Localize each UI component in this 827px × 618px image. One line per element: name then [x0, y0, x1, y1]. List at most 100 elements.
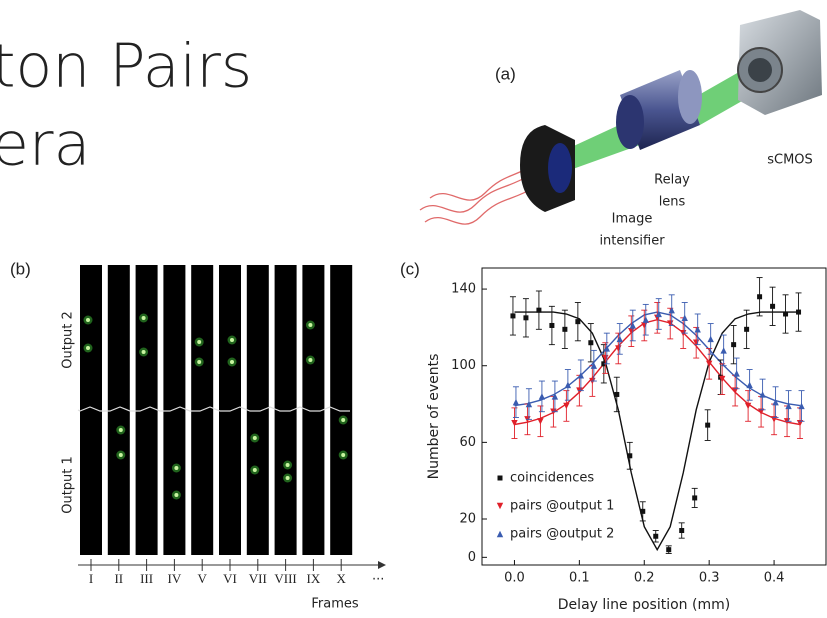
photon-spot [308, 323, 312, 327]
photon-spot [230, 338, 234, 342]
photon-spot [119, 453, 123, 457]
output-label: Output 1 [61, 456, 76, 514]
photon-spot [308, 358, 312, 362]
fit-curve [515, 312, 801, 550]
marker [796, 310, 801, 315]
marker [523, 315, 528, 320]
frame-strip [330, 265, 352, 555]
chart: 0 20 60 100 140 0.0 0.1 0.2 0.3 0.4 Delay line pos… [426, 268, 826, 613]
photon-spot [174, 466, 178, 470]
panel-label: (c) [400, 259, 420, 278]
photon-spot [142, 316, 146, 320]
frame-strip [163, 265, 185, 555]
frame-axis-arrow [378, 561, 386, 569]
photon-spot [253, 436, 257, 440]
y-tick-label: 0 [468, 550, 476, 565]
frame-label: II [114, 571, 123, 586]
legend-label: coincidences [510, 471, 594, 486]
marker [562, 327, 567, 332]
photon-spot [86, 346, 90, 350]
marker [539, 393, 545, 399]
component-label: Image [612, 212, 653, 227]
frame-label: III [140, 571, 153, 586]
title-line: ton Pairs [0, 32, 252, 102]
y-tick-label: 140 [451, 282, 476, 297]
marker [513, 399, 519, 405]
component-label: sCMOS [767, 153, 813, 168]
marker [510, 313, 515, 318]
fit-curve [515, 320, 801, 425]
marker [744, 327, 749, 332]
y-tick-label: 100 [451, 358, 476, 373]
marker [588, 340, 593, 345]
photon-spot [286, 476, 290, 480]
marker [692, 495, 697, 500]
marker [630, 322, 636, 328]
output-label: Output 2 [61, 311, 76, 369]
marker [666, 547, 671, 552]
x-axis-label: Delay line position (mm) [558, 597, 730, 613]
x-tick-label: 0.4 [764, 571, 785, 586]
marker [498, 476, 503, 481]
marker [679, 528, 684, 533]
frame-label: X [337, 571, 347, 586]
marker [653, 534, 658, 539]
panel-label: (a) [495, 64, 516, 83]
x-tick-label: 0.0 [504, 571, 525, 586]
photon-spot [197, 340, 201, 344]
marker [497, 531, 503, 537]
marker [575, 319, 580, 324]
photon-spot [86, 318, 90, 322]
marker [614, 392, 619, 397]
photon-spot [174, 493, 178, 497]
y-tick-label: 20 [459, 512, 476, 527]
photon-spot [230, 360, 234, 364]
frame-label: VI [223, 571, 237, 586]
frame-label: V [198, 571, 208, 586]
marker [707, 336, 713, 342]
frames-label: Frames [311, 597, 359, 612]
photon-spot [119, 428, 123, 432]
marker [536, 308, 541, 313]
marker [731, 342, 736, 347]
legend-label: pairs @output 1 [510, 499, 614, 514]
marker [720, 347, 726, 353]
y-axis-label: Number of events [426, 354, 442, 480]
marker [746, 382, 752, 388]
marker [643, 317, 649, 323]
frame-label: VIII [274, 571, 296, 586]
component-label: intensifier [599, 234, 665, 249]
photon-spot [142, 350, 146, 354]
photon-spot [286, 463, 290, 467]
frame-label: IX [307, 571, 321, 586]
frame-strip [247, 265, 269, 555]
marker [757, 294, 762, 299]
component-label: lens [659, 195, 686, 210]
marker [549, 323, 554, 328]
y-tick-label: 60 [459, 435, 476, 450]
slide: ton Pairs era (a) sCMOS Relay lens Image… [0, 0, 827, 614]
frame-strips [78, 265, 352, 571]
marker [733, 370, 739, 376]
frame-ellipsis: ··· [372, 573, 384, 588]
photon-spot [341, 418, 345, 422]
setup-diagram [420, 10, 822, 224]
x-tick-label: 0.2 [634, 571, 655, 586]
marker [640, 509, 645, 514]
photon-spot [197, 360, 201, 364]
frame-strip [136, 265, 158, 555]
x-tick-label: 0.3 [699, 571, 720, 586]
marker [705, 423, 710, 428]
title-line: era [0, 110, 90, 180]
marker [497, 503, 503, 509]
frame-label: IV [168, 571, 182, 586]
photon-spot [253, 468, 257, 472]
marker [537, 418, 543, 424]
frame-label: I [89, 571, 93, 586]
marker [770, 304, 775, 309]
frame-label: VII [249, 571, 267, 586]
x-tick-label: 0.1 [569, 571, 590, 586]
marker [783, 311, 788, 316]
frame-strip [219, 265, 241, 555]
marker [627, 453, 632, 458]
